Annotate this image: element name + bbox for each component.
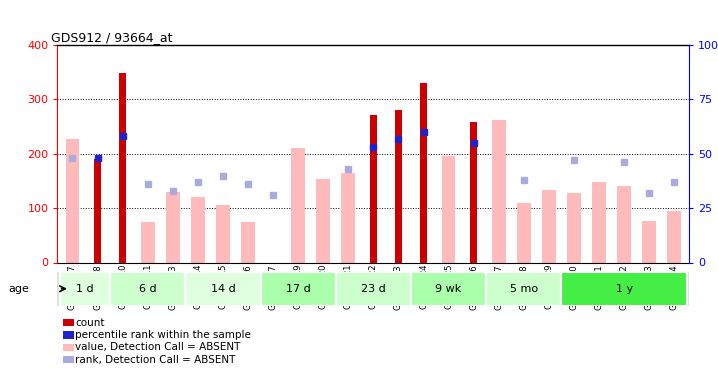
Bar: [542, 190, 556, 262]
Bar: [470, 122, 477, 262]
Bar: [94, 159, 101, 262]
Bar: [492, 120, 505, 262]
Bar: [411, 272, 486, 306]
Text: 1 d: 1 d: [76, 284, 94, 294]
Bar: [617, 186, 631, 262]
Bar: [442, 156, 455, 262]
Text: percentile rank within the sample: percentile rank within the sample: [75, 330, 251, 340]
Text: rank, Detection Call = ABSENT: rank, Detection Call = ABSENT: [75, 355, 236, 364]
Text: GDS912 / 93664_at: GDS912 / 93664_at: [51, 31, 172, 44]
Bar: [60, 272, 110, 306]
Bar: [341, 173, 355, 262]
Text: 14 d: 14 d: [210, 284, 236, 294]
Text: value, Detection Call = ABSENT: value, Detection Call = ABSENT: [75, 342, 241, 352]
Bar: [395, 110, 402, 262]
Bar: [420, 83, 427, 262]
Bar: [119, 73, 126, 262]
Bar: [65, 138, 80, 262]
Bar: [317, 179, 330, 262]
Text: age: age: [9, 284, 29, 294]
Text: count: count: [75, 318, 105, 327]
Text: 23 d: 23 d: [361, 284, 386, 294]
Bar: [370, 115, 377, 262]
Bar: [486, 272, 561, 306]
Bar: [292, 148, 305, 262]
Bar: [110, 272, 185, 306]
Bar: [567, 193, 581, 262]
Bar: [185, 272, 261, 306]
Bar: [643, 221, 656, 262]
Text: 5 mo: 5 mo: [510, 284, 538, 294]
Text: 9 wk: 9 wk: [435, 284, 462, 294]
Bar: [561, 272, 687, 306]
Bar: [592, 182, 606, 262]
Bar: [191, 197, 205, 262]
Bar: [216, 205, 230, 262]
Bar: [261, 272, 336, 306]
Bar: [336, 272, 411, 306]
Bar: [517, 202, 531, 262]
Bar: [141, 222, 154, 262]
Text: 1 y: 1 y: [615, 284, 633, 294]
Bar: [667, 211, 681, 262]
Bar: [166, 192, 180, 262]
Text: 6 d: 6 d: [139, 284, 157, 294]
Bar: [241, 222, 255, 262]
Text: 17 d: 17 d: [286, 284, 310, 294]
